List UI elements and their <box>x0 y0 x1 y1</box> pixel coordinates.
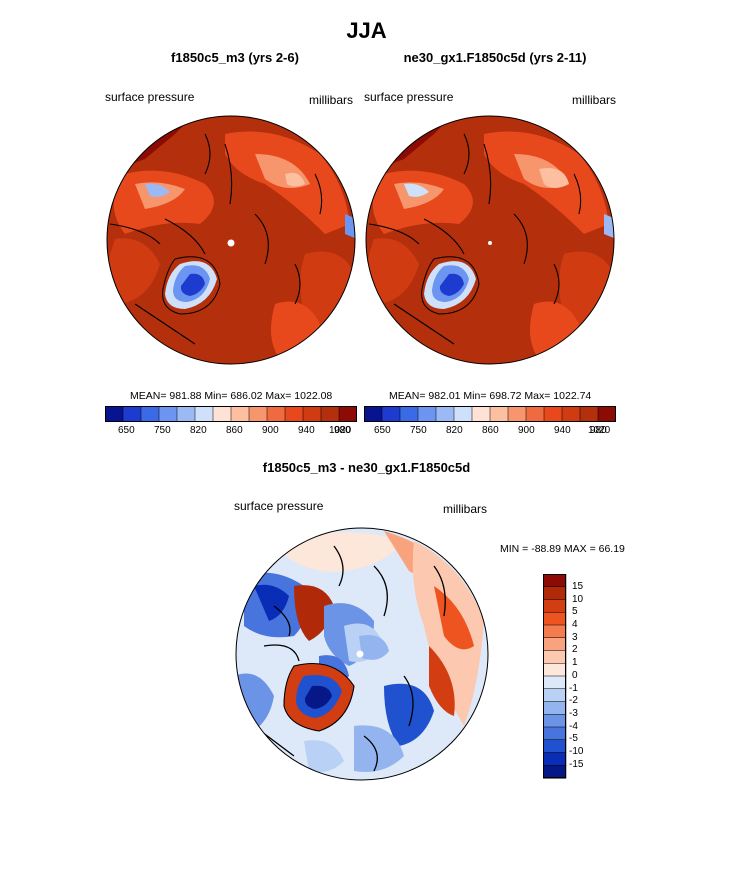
diff-minmax: MIN = -88.89 MAX = 66.19 <box>500 543 625 555</box>
colorbar-swatch <box>435 406 455 422</box>
colorbar-swatch <box>122 406 142 422</box>
colorbar-swatch <box>543 701 567 715</box>
panel-2-subtitle: ne30_gx1.F1850c5d (yrs 2-11) <box>403 50 587 65</box>
colorbar-1-tick: 900 <box>262 425 279 436</box>
colorbar-swatch <box>561 406 581 422</box>
colorbar-swatch <box>543 726 567 741</box>
colorbar-swatch <box>543 637 567 652</box>
panel-1-units-label: millibars <box>309 93 354 107</box>
colorbar-1-tick-last: 1020 <box>329 425 352 436</box>
panel-1-stats: MEAN= 981.88 Min= 686.02 Max= 1022.08 <box>130 390 333 402</box>
colorbar-1-tick: 860 <box>226 425 243 436</box>
colorbar-swatch <box>543 612 567 626</box>
panel-1-variable-label: surface pressure <box>105 90 195 104</box>
colorbar-1-tick: 940 <box>298 425 315 436</box>
colorbar-swatch <box>194 406 214 422</box>
colorbar-swatch <box>543 599 567 613</box>
colorbar-2-tick: 820 <box>446 425 463 436</box>
diff-colorbar-tick: 1 <box>572 657 578 668</box>
colorbar-1-tick: 650 <box>118 425 135 436</box>
diff-colorbar-tick: -10 <box>569 746 584 757</box>
diff-colorbar-tick: 4 <box>572 619 578 630</box>
diff-colorbar-tick: -2 <box>569 695 578 706</box>
colorbar-1-tick: 750 <box>154 425 171 436</box>
colorbar-swatch <box>338 406 357 422</box>
diff-units-label: millibars <box>443 502 488 516</box>
diff-variable-label: surface pressure <box>234 499 324 513</box>
colorbar-swatch <box>543 765 567 779</box>
colorbar-swatch <box>543 663 567 677</box>
colorbar-model-1 <box>105 406 357 422</box>
panel-2-variable-label: surface pressure <box>364 90 454 104</box>
colorbar-swatch <box>212 406 232 422</box>
colorbar-swatch <box>543 739 567 754</box>
diff-colorbar-tick: -5 <box>569 733 578 744</box>
diff-colorbar-tick: 0 <box>572 670 578 681</box>
colorbar-swatch <box>543 675 567 690</box>
colorbar-1-tick: 820 <box>190 425 207 436</box>
colorbar-swatch <box>453 406 473 422</box>
page-title: JJA <box>346 18 387 43</box>
colorbar-swatch <box>417 406 437 422</box>
colorbar-swatch <box>543 650 567 664</box>
colorbar-swatch <box>543 714 567 728</box>
colorbar-swatch <box>364 406 383 422</box>
diff-colorbar-tick: -15 <box>569 759 584 770</box>
colorbar-2-tick: 940 <box>554 425 571 436</box>
colorbar-swatch <box>381 406 401 422</box>
diff-colorbar-tick: 2 <box>572 644 578 655</box>
colorbar-swatch <box>543 624 567 639</box>
diff-colorbar-tick: -1 <box>569 683 578 694</box>
colorbar-swatch <box>543 574 567 588</box>
diff-colorbar-tick: 5 <box>572 606 578 617</box>
panel-2-units-label: millibars <box>572 93 617 107</box>
colorbar-difference <box>543 574 567 779</box>
colorbar-swatch <box>597 406 616 422</box>
colorbar-2-tick: 650 <box>374 425 391 436</box>
colorbar-swatch <box>176 406 196 422</box>
colorbar-swatch <box>579 406 599 422</box>
colorbar-swatch <box>266 406 286 422</box>
colorbar-swatch <box>320 406 340 422</box>
polar-map-model-2 <box>365 115 615 365</box>
colorbar-swatch <box>543 586 567 601</box>
colorbar-2-tick-last: 1020 <box>588 425 611 436</box>
polar-map-model-1 <box>106 115 356 365</box>
diff-colorbar-tick: -4 <box>569 721 578 732</box>
diff-colorbar-tick: 15 <box>572 581 584 592</box>
colorbar-swatch <box>248 406 268 422</box>
colorbar-swatch <box>507 406 527 422</box>
colorbar-swatch <box>543 752 567 766</box>
colorbar-swatch <box>471 406 491 422</box>
colorbar-2-tick: 750 <box>410 425 427 436</box>
polar-map-difference <box>235 527 489 781</box>
colorbar-swatch <box>230 406 250 422</box>
colorbar-swatch <box>105 406 124 422</box>
colorbar-swatch <box>543 406 563 422</box>
colorbar-swatch <box>158 406 178 422</box>
colorbar-2-tick: 900 <box>518 425 535 436</box>
colorbar-swatch <box>489 406 509 422</box>
colorbar-swatch <box>140 406 160 422</box>
colorbar-swatch <box>525 406 545 422</box>
colorbar-2-tick: 980 <box>590 425 607 436</box>
diff-colorbar-tick: -3 <box>569 708 578 719</box>
diff-colorbar-tick: 3 <box>572 632 578 643</box>
colorbar-model-2 <box>364 406 616 422</box>
colorbar-1-tick: 980 <box>334 425 351 436</box>
panel-1-subtitle: f1850c5_m3 (yrs 2-6) <box>171 50 299 65</box>
colorbar-swatch <box>543 688 567 703</box>
colorbar-2-tick: 860 <box>482 425 499 436</box>
diff-colorbar-tick: 10 <box>572 594 584 605</box>
diff-subtitle: f1850c5_m3 - ne30_gx1.F1850c5d <box>262 460 471 475</box>
colorbar-swatch <box>302 406 322 422</box>
panel-2-stats: MEAN= 982.01 Min= 698.72 Max= 1022.74 <box>389 390 592 402</box>
colorbar-swatch <box>284 406 304 422</box>
colorbar-swatch <box>399 406 419 422</box>
